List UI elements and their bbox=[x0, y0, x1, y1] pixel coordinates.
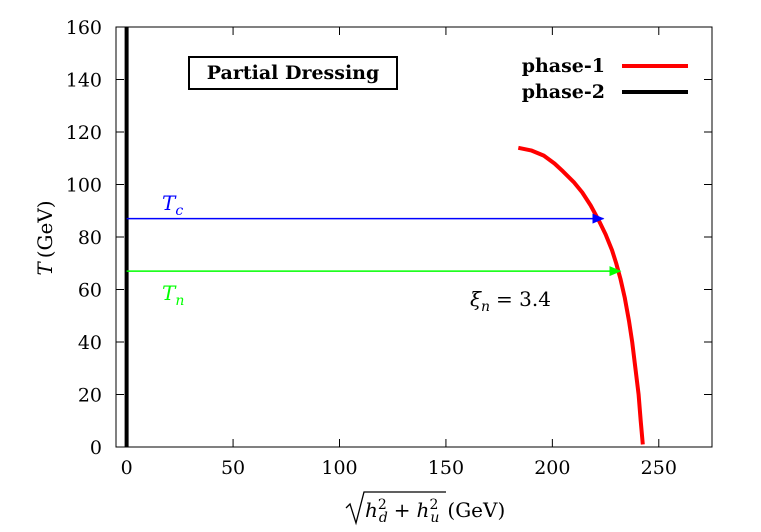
title-box bbox=[188, 56, 398, 90]
x-tick-label: 250 bbox=[641, 457, 677, 479]
legend-label-phase-2: phase-2 bbox=[522, 81, 605, 103]
y-tick-label: 20 bbox=[78, 385, 102, 407]
axis-ticks: 0 20 40 60 80 100 120 140 160 0 50 100 150 200 250 bbox=[66, 17, 712, 479]
x-tick-label: 50 bbox=[221, 457, 245, 479]
sqrt-sign bbox=[345, 491, 446, 526]
y-axis-label: T(GeV) bbox=[33, 200, 57, 275]
y-tick-label: 80 bbox=[78, 227, 102, 249]
y-tick-label: 160 bbox=[66, 17, 102, 39]
series-layer bbox=[124, 27, 645, 447]
chart-title: Partial Dressing bbox=[207, 62, 380, 84]
y-tick-label: 0 bbox=[90, 437, 102, 459]
y-tick-label: 40 bbox=[78, 332, 102, 354]
y-tick-label: 120 bbox=[66, 122, 102, 144]
svg-text:T(GeV): T(GeV) bbox=[33, 200, 57, 275]
x-tick-label: 150 bbox=[428, 457, 464, 479]
x-tick-label: 200 bbox=[534, 457, 570, 479]
series-line-phase-1 bbox=[517, 145, 645, 445]
legend: phase-1 phase-2 bbox=[522, 55, 688, 103]
x-tick-label: 0 bbox=[121, 457, 133, 479]
arrow-label-tc: Tc bbox=[162, 191, 183, 219]
y-tick-label: 100 bbox=[66, 175, 102, 197]
y-tick-label: 140 bbox=[66, 70, 102, 92]
svg-text:h2d+h2u(GeV): h2 d + h2 u (GeV) bbox=[365, 497, 505, 526]
x-axis-label: h2 d + h2 u (GeV) bbox=[345, 491, 505, 526]
x-tick-label: 100 bbox=[321, 457, 357, 479]
arrows-layer bbox=[126, 213, 622, 277]
arrow-label-tn: Tn bbox=[162, 281, 184, 309]
y-tick-label: 60 bbox=[78, 280, 102, 302]
plot-frame bbox=[115, 26, 713, 448]
xi-annotation: ξn = 3.4 bbox=[470, 287, 551, 315]
legend-label-phase-1: phase-1 bbox=[522, 55, 605, 77]
